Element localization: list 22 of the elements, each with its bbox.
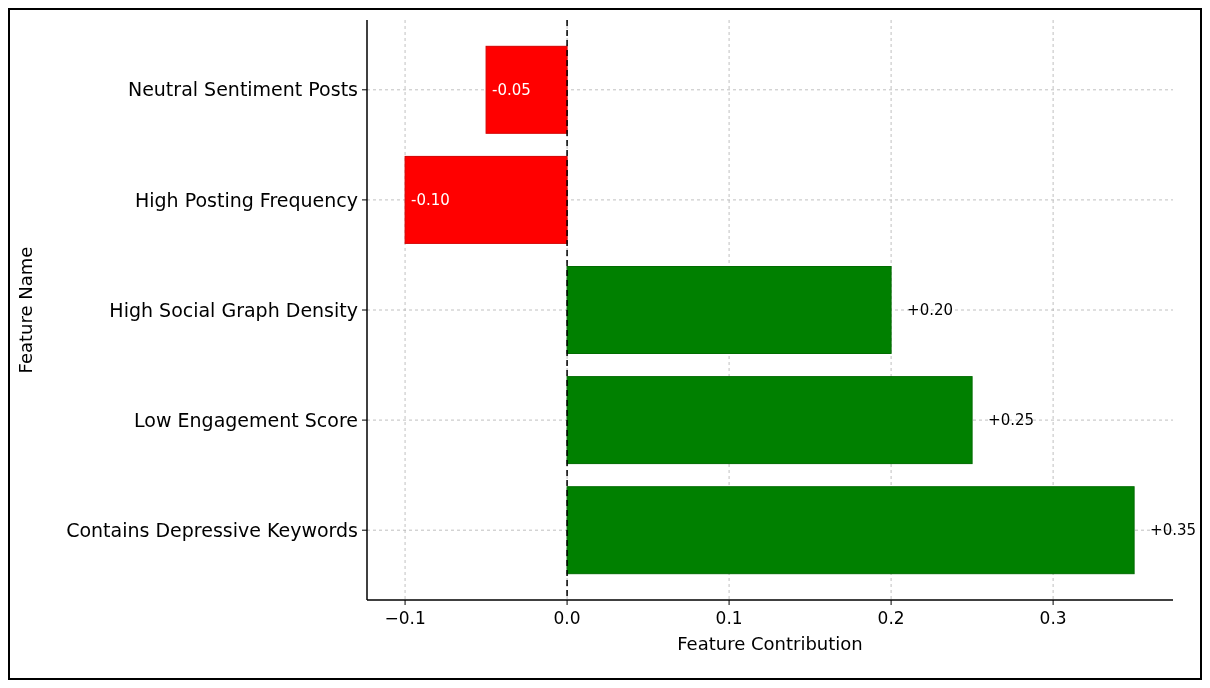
x-axis-title: Feature Contribution (677, 633, 863, 654)
data-label: -0.05 (492, 81, 531, 100)
data-label: -0.10 (411, 191, 450, 210)
data-label: +0.25 (988, 411, 1035, 430)
y-tick-label: High Social Graph Density (109, 298, 358, 321)
x-tick-label: 0.2 (877, 608, 905, 628)
x-tick-label: −0.1 (384, 608, 426, 628)
bar (566, 486, 1135, 575)
data-label: +0.35 (1150, 521, 1197, 540)
y-tick-label: Low Engagement Score (134, 408, 358, 431)
x-tick-label: 0.0 (553, 608, 581, 628)
bar (566, 266, 892, 354)
bar (485, 45, 568, 134)
x-tick-label: 0.3 (1039, 608, 1067, 628)
y-axis-title: Feature Name (15, 246, 36, 374)
y-tick-label: High Posting Frequency (134, 188, 358, 211)
x-tick-label: 0.1 (715, 608, 743, 628)
bar (404, 155, 568, 244)
y-tick-label: Contains Depressive Keywords (66, 518, 358, 541)
y-tick-label: Neutral Sentiment Posts (127, 78, 358, 101)
bar (566, 376, 973, 465)
data-label: +0.20 (907, 301, 954, 320)
